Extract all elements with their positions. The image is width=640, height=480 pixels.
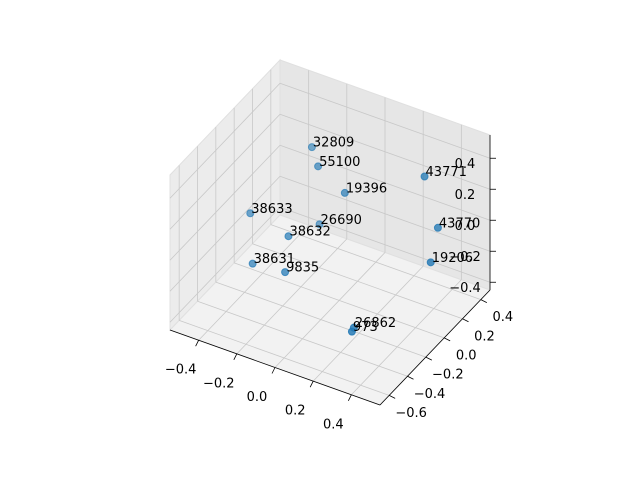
point-label: 38632 <box>289 225 330 240</box>
grid-line <box>169 82 281 199</box>
point-label: 43770 <box>439 216 480 231</box>
x-tick-label: −0.4 <box>165 363 197 378</box>
y-axis-line <box>379 289 491 406</box>
grid-line <box>279 82 491 159</box>
tick-mark <box>348 394 352 401</box>
grid-line <box>215 281 426 358</box>
data-point <box>246 209 255 218</box>
grid-line <box>351 279 462 396</box>
point-label: 973 <box>353 320 378 335</box>
grid-line <box>236 238 348 355</box>
tick-mark <box>462 318 469 323</box>
tick-mark <box>195 340 199 347</box>
point-label: 55100 <box>319 155 360 170</box>
point-label: 32809 <box>313 136 354 151</box>
data-point <box>433 223 442 232</box>
data-point <box>420 172 429 181</box>
tick-mark <box>233 353 238 361</box>
y-tick-label: 0.2 <box>474 329 495 344</box>
data-point <box>426 258 435 267</box>
data-point <box>314 162 323 171</box>
z-tick-label: 0.4 <box>455 157 476 172</box>
grid-line <box>270 224 481 300</box>
grid-line <box>169 144 281 261</box>
grid-line <box>279 113 491 190</box>
grid-line <box>169 206 281 323</box>
y-tick-label: −0.4 <box>414 387 446 402</box>
grid-line <box>198 224 309 341</box>
point-label: 19206 <box>432 251 473 266</box>
point-label: 43771 <box>426 165 467 180</box>
y-tick-label: 0.0 <box>456 348 477 363</box>
grid-line <box>252 243 463 320</box>
data-point <box>340 188 349 197</box>
y-tick-label: −0.2 <box>432 368 464 383</box>
point-label: 38633 <box>251 202 292 217</box>
grid-line <box>197 300 408 377</box>
x-tick-label: −0.2 <box>203 376 235 391</box>
data-point <box>281 268 290 277</box>
point-label: 26862 <box>355 316 396 331</box>
point-label: 38631 <box>254 252 295 267</box>
point-label: 9835 <box>286 261 319 276</box>
data-point <box>307 143 316 152</box>
data-point <box>248 259 257 268</box>
grid-line <box>279 144 491 221</box>
tick-mark <box>388 395 396 399</box>
x-tick-label: 0.2 <box>285 404 306 419</box>
data-point <box>284 232 293 241</box>
tick-mark <box>271 367 276 374</box>
grid-line <box>279 206 491 283</box>
data-point <box>315 220 324 229</box>
point-label: 19396 <box>346 181 387 196</box>
tick-mark <box>443 337 451 342</box>
y-tick-label: 0.4 <box>492 310 513 325</box>
grid-line <box>234 262 445 339</box>
tick-mark <box>407 375 414 380</box>
tick-mark <box>425 356 433 361</box>
grid-line <box>279 175 491 252</box>
x-axis-line <box>169 329 381 406</box>
x-tick-label: 0.4 <box>323 417 344 432</box>
z-tick-label: −0.2 <box>449 250 481 265</box>
data-point <box>347 327 356 336</box>
grid-line <box>169 113 281 230</box>
x-tick-label: 0.0 <box>247 390 268 405</box>
grid-line <box>274 252 386 368</box>
y-tick-label: −0.6 <box>395 406 427 421</box>
tick-mark <box>309 380 314 388</box>
grid-line <box>312 265 424 382</box>
z-tick-label: 0.2 <box>455 188 476 203</box>
z-tick-label: 0.0 <box>455 219 476 234</box>
tick-mark <box>480 299 488 303</box>
grid-line <box>179 320 390 396</box>
point-label: 26690 <box>321 213 362 228</box>
grid-line <box>169 175 281 292</box>
z-tick-label: −0.4 <box>449 281 481 296</box>
